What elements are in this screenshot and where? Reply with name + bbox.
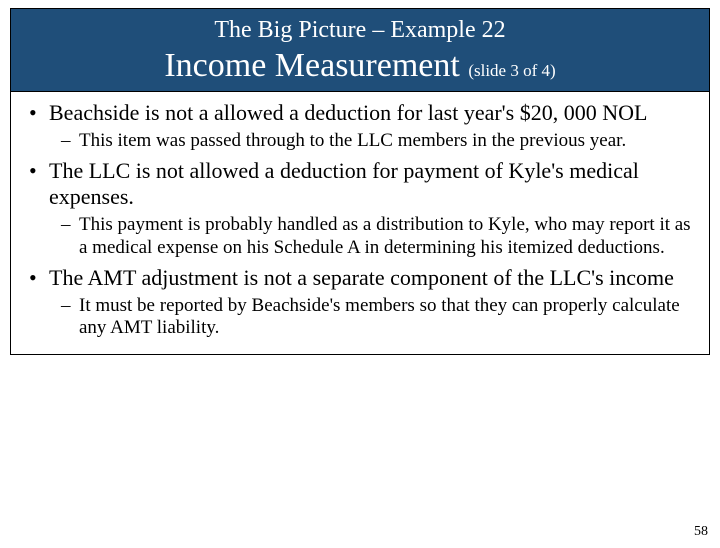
bullet-text: Beachside is not a allowed a deduction f… [49,100,647,125]
bullet-text: The LLC is not allowed a deduction for p… [49,158,639,209]
header-main-line: Income Measurement (slide 3 of 4) [11,46,709,87]
sub-bullet-list: This item was passed through to the LLC … [49,130,699,152]
bullet-list: Beachside is not a allowed a deduction f… [21,100,699,340]
header-sub-text: (slide 3 of 4) [468,61,555,80]
sub-bullet-item: This payment is probably handled as a di… [79,214,699,259]
bullet-item: The AMT adjustment is not a separate com… [49,265,699,340]
sub-bullet-list: This payment is probably handled as a di… [49,214,699,259]
sub-bullet-item: This item was passed through to the LLC … [79,130,699,152]
sub-bullet-list: It must be reported by Beachside's membe… [49,295,699,340]
page-number: 58 [694,524,708,540]
bullet-text: The AMT adjustment is not a separate com… [49,265,674,290]
bullet-item: Beachside is not a allowed a deduction f… [49,100,699,152]
slide-body: Beachside is not a allowed a deduction f… [11,92,709,354]
header-main-text: Income Measurement [164,47,468,84]
slide-header: The Big Picture – Example 22 Income Meas… [11,9,709,92]
slide-container: The Big Picture – Example 22 Income Meas… [10,8,710,355]
header-top-line: The Big Picture – Example 22 [11,15,709,46]
sub-bullet-item: It must be reported by Beachside's membe… [79,295,699,340]
bullet-item: The LLC is not allowed a deduction for p… [49,158,699,259]
